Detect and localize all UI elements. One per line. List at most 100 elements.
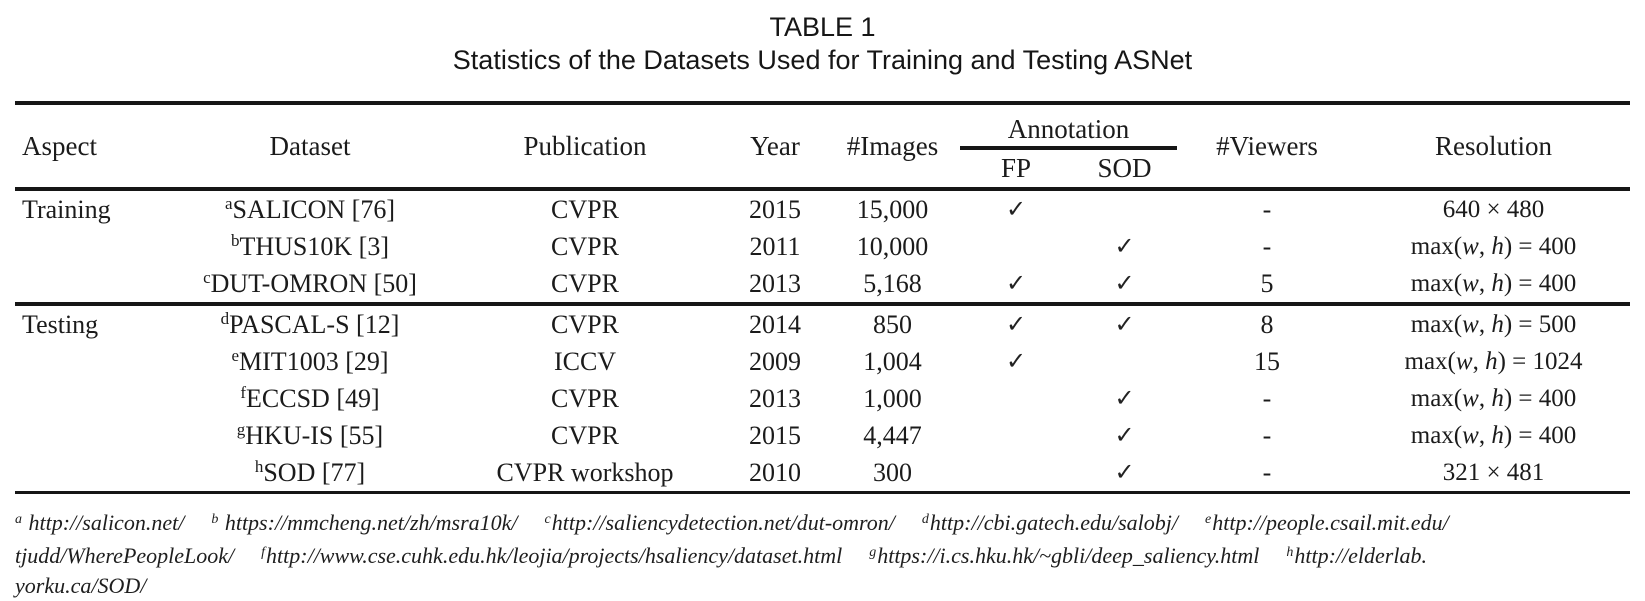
footnote-line: tjudd/WherePeopleLook/fhttp://www.cse.cu… <box>15 538 1632 571</box>
bottom-rule <box>15 491 1630 494</box>
fp-checkmark: ✓ <box>1005 197 1027 223</box>
cell-dataset: fECCSD [49] <box>175 383 445 414</box>
footnote-item: tjudd/WherePeopleLook/ <box>15 543 234 568</box>
sod-checkmark: ✓ <box>1114 386 1135 412</box>
cell-dataset: bTHUS10K [3] <box>175 231 445 262</box>
cell-publication: CVPR <box>551 309 619 339</box>
training-section: Training aSALICON [76] CVPR 2015 15,000 … <box>15 191 1630 302</box>
footnote-url: yorku.ca/SOD/ <box>15 573 147 598</box>
footnote-marker: c <box>544 512 551 527</box>
cell-year: 2009 <box>749 346 801 376</box>
cell-images: 300 <box>873 457 912 487</box>
header-rule <box>15 187 1630 191</box>
cell-viewers: - <box>1262 194 1272 224</box>
cell-year: 2015 <box>749 194 801 224</box>
cell-dataset: gHKU-IS [55] <box>175 420 445 451</box>
footnote-item: ghttps://i.cs.hku.hk/~gbli/deep_saliency… <box>869 543 1259 568</box>
dataset-superscript: h <box>254 457 264 476</box>
aspect-label: Training <box>22 194 111 224</box>
cell-publication: ICCV <box>553 346 617 376</box>
top-rule <box>15 101 1630 105</box>
cell-publication: CVPR <box>551 420 619 450</box>
cell-publication: CVPR <box>551 194 619 224</box>
header-images: #Images <box>846 130 939 161</box>
cell-year: 2013 <box>749 383 801 413</box>
header-resolution: Resolution <box>1434 130 1552 161</box>
dataset-name: MIT1003 [29] <box>239 347 389 376</box>
footnote-marker: f <box>261 545 266 560</box>
footnote-item: b https://mmcheng.net/zh/msra10k/ <box>211 510 517 535</box>
cell-viewers: - <box>1262 383 1272 413</box>
cell-publication: CVPR <box>551 268 619 298</box>
cell-images: 5,168 <box>863 268 922 298</box>
cell-resolution: max(w, h) = 400 <box>1410 269 1577 297</box>
cell-viewers: 15 <box>1254 346 1280 376</box>
cell-year: 2011 <box>749 231 801 261</box>
datasets-table: Aspect Dataset Publication Year #Images … <box>15 101 1630 494</box>
cell-images: 850 <box>873 309 912 339</box>
cell-dataset: cDUT-OMRON [50] <box>175 268 445 299</box>
fp-checkmark: ✓ <box>1005 312 1027 338</box>
dataset-name: HKU-IS [55] <box>245 421 384 450</box>
dataset-superscript: f <box>240 383 247 402</box>
cell-dataset: aSALICON [76] <box>175 194 445 225</box>
cell-year: 2010 <box>749 457 801 487</box>
footnote-url: http://elderlab. <box>1294 543 1427 568</box>
footnote-url: https://i.cs.hku.hk/~gbli/deep_saliency.… <box>877 543 1260 568</box>
footnote-url: tjudd/WherePeopleLook/ <box>15 543 235 568</box>
cell-resolution: max(w, h) = 400 <box>1410 421 1577 449</box>
cell-viewers: - <box>1262 231 1272 261</box>
dataset-name: THUS10K [3] <box>239 232 390 261</box>
sod-checkmark: ✓ <box>1114 312 1135 338</box>
cell-year: 2013 <box>749 268 801 298</box>
table-number: TABLE 1 <box>769 12 876 42</box>
cell-viewers: 5 <box>1260 268 1274 298</box>
footnote-item: ehttp://people.csail.mit.edu/ <box>1205 510 1449 535</box>
cell-publication: CVPR workshop <box>496 457 674 487</box>
header-aspect: Aspect <box>22 130 97 161</box>
cell-dataset: hSOD [77] <box>175 457 445 488</box>
footnote-item: dhttp://cbi.gatech.edu/salobj/ <box>922 510 1178 535</box>
footnote-url: http://www.cse.cuhk.edu.hk/leojia/projec… <box>266 543 843 568</box>
dataset-superscript: a <box>224 194 233 213</box>
cell-resolution: max(w, h) = 1024 <box>1404 347 1583 375</box>
footnote-item: chttp://saliencydetection.net/dut-omron/ <box>545 510 895 535</box>
dataset-name: SALICON [76] <box>232 195 396 224</box>
footnote-marker: a <box>15 512 22 527</box>
footnote-marker: d <box>921 512 929 527</box>
sod-checkmark: ✓ <box>1114 423 1135 449</box>
cell-images: 1,004 <box>863 346 922 376</box>
cell-viewers: - <box>1262 420 1272 450</box>
header-viewers: #Viewers <box>1216 130 1318 161</box>
table-footnotes: a http://salicon.net/b https://mmcheng.n… <box>15 505 1632 601</box>
footnote-url: http://saliencydetection.net/dut-omron/ <box>551 510 895 535</box>
dataset-name: PASCAL-S [12] <box>229 310 400 339</box>
cell-images: 4,447 <box>863 420 922 450</box>
dataset-superscript: g <box>236 420 246 439</box>
header-year: Year <box>750 130 800 161</box>
footnote-marker: b <box>211 512 219 527</box>
cell-publication: CVPR <box>551 383 619 413</box>
footnote-url: http://cbi.gatech.edu/salobj/ <box>929 510 1178 535</box>
footnote-item: yorku.ca/SOD/ <box>15 573 146 598</box>
header-sod: SOD <box>1097 153 1152 183</box>
footnote-marker: g <box>869 545 877 560</box>
dataset-name: DUT-OMRON [50] <box>210 269 417 298</box>
footnote-marker: h <box>1286 545 1294 560</box>
header-fp: FP <box>1000 153 1032 183</box>
footnote-item: fhttp://www.cse.cuhk.edu.hk/leojia/proje… <box>261 543 842 568</box>
cell-resolution: 321 × 481 <box>1442 458 1545 486</box>
cell-resolution: max(w, h) = 400 <box>1410 384 1577 412</box>
sod-checkmark: ✓ <box>1114 460 1135 486</box>
table-caption: TABLE 1 Statistics of the Datasets Used … <box>0 0 1645 77</box>
sod-checkmark: ✓ <box>1114 271 1135 297</box>
footnote-item: a http://salicon.net/ <box>15 510 184 535</box>
cell-resolution: max(w, h) = 500 <box>1410 310 1577 338</box>
dataset-superscript: e <box>231 346 240 365</box>
table-title: Statistics of the Datasets Used for Trai… <box>452 45 1193 75</box>
cell-images: 10,000 <box>856 231 929 261</box>
cell-year: 2014 <box>749 309 801 339</box>
cell-dataset: eMIT1003 [29] <box>175 346 445 377</box>
dataset-name: SOD [77] <box>263 458 366 487</box>
